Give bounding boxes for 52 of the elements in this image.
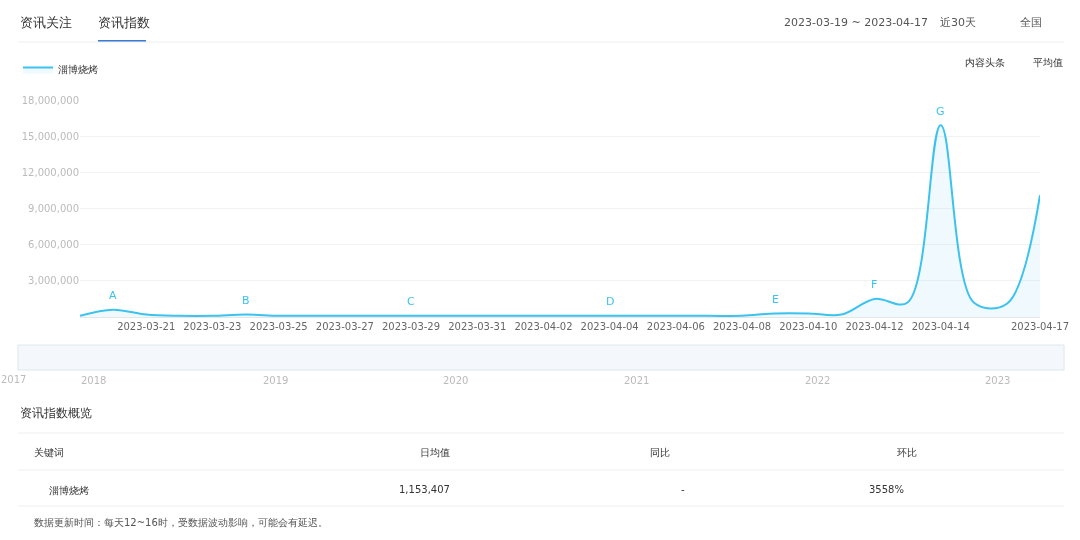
text: 淄博烧烤 [49,485,89,496]
y-tick-label: 3,000,000 [28,275,79,287]
text: 日均值 [420,447,450,458]
annotation: D [606,295,615,308]
x-tick-label: 2023-04-10 [779,321,838,332]
text: 1,153,407 [399,484,450,495]
x-tick-label: 2023-04-02 [514,321,573,332]
text: 同比 [650,447,670,458]
text: 近30天 [940,16,976,29]
x-tick-label: 2023-04-17 [1010,321,1070,332]
x-tick-label: 2023-04-04 [580,321,639,332]
text: 资讯关注 [20,15,72,30]
annotation: C [407,295,415,308]
x-tick-label: 2023-03-25 [249,321,308,332]
annotation: E [772,293,779,306]
text: 2021 [624,375,650,386]
x-tick-label: 2023-04-12 [845,321,904,332]
text: 平均值 [1033,57,1063,68]
x-tick-label: 2023-03-21 [117,321,176,332]
text: 2020 [443,375,469,386]
annotation: B [242,294,250,307]
annotation: A [109,289,117,302]
annotation: F [871,278,878,291]
x-tick-label: 2023-03-31 [448,321,507,332]
text: 全国 [1020,16,1042,29]
y-tick-label: 18,000,000 [21,94,79,106]
text: 2022 [805,375,831,386]
x-tick-label: 2023-03-29 [381,321,441,332]
y-tick-label: 12,000,000 [21,166,79,178]
legend-label: 淄博烧烤 [58,64,98,76]
x-tick-label: 2023-04-06 [646,321,705,332]
y-tick-label: 6,000,000 [28,239,79,251]
text: 内容头条 [965,57,1005,68]
x-tick-label: 2023-04-08 [713,321,772,332]
text: - [681,484,685,495]
text: 数据更新时间：每天12~16时，受数据波动影响，可能会有延迟。 [34,517,328,528]
text: 环比 [897,447,917,458]
text: 2019 [263,375,289,386]
text: 3558% [869,484,904,495]
text: 资讯指数概览 [20,406,92,420]
text: 关键词 [34,447,64,458]
annotation: G [936,105,945,118]
text: 2017 [1,374,27,385]
x-tick-label: 2023-03-27 [315,321,374,332]
y-tick-label: 15,000,000 [21,130,79,142]
text: 2023 [985,375,1011,386]
text: 2023-03-19 ~ 2023-04-17 [784,16,929,29]
x-tick-label: 2023-04-14 [911,321,970,332]
text: 2018 [81,375,107,386]
x-tick-label: 2023-03-23 [183,321,242,332]
y-tick-label: 9,000,000 [28,203,79,214]
chart-title: 资讯指数 [98,14,150,30]
